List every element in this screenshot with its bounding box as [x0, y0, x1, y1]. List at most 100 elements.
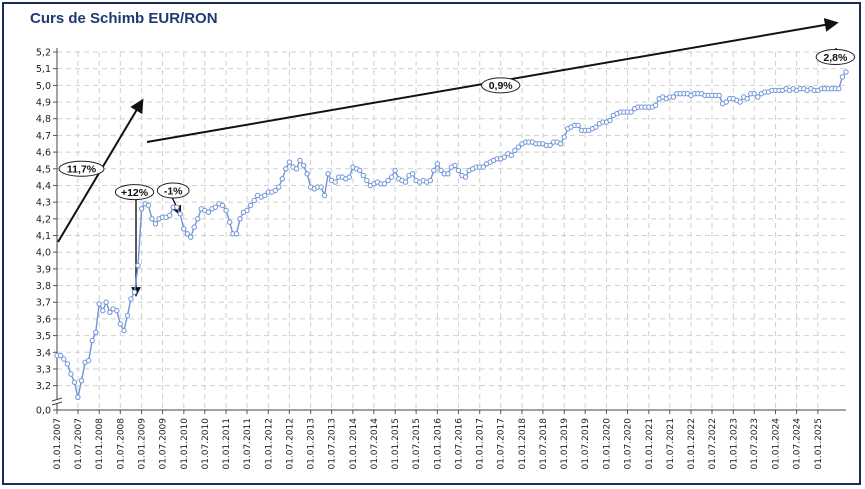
- data-point: [219, 202, 226, 209]
- x-tick-label: 01.01.2008: [95, 418, 105, 470]
- y-tick-label: 4,1: [36, 231, 51, 242]
- data-point: [57, 352, 64, 359]
- data-point: [117, 321, 124, 327]
- data-point: [321, 192, 328, 199]
- x-tick-label: 01.01.2016: [433, 418, 443, 470]
- annotation-label: +12%: [121, 187, 149, 199]
- y-tick-label: 5,1: [36, 64, 51, 75]
- data-point: [381, 181, 388, 187]
- data-point: [836, 86, 842, 92]
- data-point: [237, 216, 243, 222]
- y-tick-label: 5,0: [36, 81, 51, 92]
- data-point: [100, 307, 106, 314]
- x-tick-label: 01.07.2011: [243, 418, 253, 470]
- data-point: [167, 212, 173, 219]
- data-point: [402, 179, 409, 185]
- data-point: [628, 109, 634, 115]
- x-tick-label: 01.01.2013: [307, 418, 317, 470]
- data-point: [78, 378, 85, 384]
- data-point: [121, 327, 127, 334]
- data-point: [744, 96, 750, 102]
- y-tick-label: 3,2: [36, 381, 51, 392]
- y-tick-label: 4,9: [36, 98, 51, 109]
- data-point: [392, 167, 398, 174]
- data-point: [131, 289, 138, 295]
- y-tick-label: 4,2: [36, 214, 51, 225]
- y-tick-label: 4,0: [36, 248, 51, 259]
- x-tick-label: 01.01.2009: [138, 418, 148, 470]
- data-point: [64, 361, 71, 367]
- data-point: [103, 299, 109, 305]
- data-point: [304, 171, 310, 177]
- data-point: [177, 211, 183, 217]
- x-tick-label: 01.07.2016: [454, 418, 464, 470]
- data-point: [223, 207, 229, 214]
- data-point: [89, 337, 95, 344]
- data-point: [409, 171, 416, 177]
- data-point: [325, 171, 331, 177]
- data-point: [276, 184, 282, 190]
- x-tick-label: 01.01.2019: [560, 418, 570, 470]
- y-tick-label: 4,7: [36, 131, 51, 142]
- data-point: [272, 187, 278, 194]
- data-point: [737, 99, 743, 105]
- data-point: [195, 216, 201, 222]
- data-point: [427, 177, 433, 184]
- x-tick-label: 01.01.2015: [391, 418, 401, 470]
- y-tick-label: 0,0: [36, 406, 51, 417]
- data-point: [205, 209, 212, 215]
- data-point: [843, 69, 849, 75]
- data-point: [212, 204, 219, 210]
- annotation-bubble: -1%: [156, 182, 190, 199]
- data-point: [508, 152, 514, 159]
- data-point: [135, 262, 141, 269]
- x-tick-label: 01.07.2017: [497, 418, 507, 470]
- data-point: [188, 234, 194, 240]
- data-point: [138, 206, 145, 212]
- data-point: [149, 216, 155, 222]
- y-tick-label: 4,3: [36, 198, 51, 209]
- x-tick-label: 01.01.2017: [476, 418, 486, 470]
- data-point: [346, 174, 352, 180]
- data-point: [501, 154, 507, 160]
- x-tick-label: 01.07.2009: [159, 418, 169, 470]
- x-tick-label: 01.01.2018: [518, 418, 528, 470]
- data-point: [332, 179, 338, 185]
- data-point: [607, 117, 613, 124]
- x-tick-label: 01.07.2019: [581, 418, 591, 470]
- y-tick-label: 3,4: [36, 348, 51, 359]
- data-point: [716, 92, 722, 99]
- data-point: [191, 224, 197, 230]
- chart-title: Curs de Schimb EUR/RON: [30, 10, 218, 27]
- data-point: [145, 202, 152, 209]
- data-point: [452, 162, 458, 169]
- data-point: [300, 162, 307, 169]
- data-point: [480, 164, 486, 170]
- x-tick-label: 01.07.2010: [201, 418, 211, 470]
- annotation-label: 2,8%: [823, 52, 848, 64]
- annotation-bubble: 2,8%: [815, 49, 856, 66]
- x-tick-label: 01.07.2023: [750, 418, 760, 470]
- data-point: [128, 296, 134, 302]
- data-point: [75, 394, 81, 400]
- x-tick-label: 01.01.2011: [222, 418, 232, 470]
- data-point: [547, 142, 553, 149]
- data-point: [318, 184, 324, 190]
- x-tick-label: 01.01.2024: [772, 418, 782, 470]
- data-point: [431, 167, 437, 174]
- data-point: [388, 174, 395, 180]
- annotation-bubble: +12%: [114, 184, 155, 201]
- data-point: [262, 192, 268, 199]
- data-point: [93, 329, 99, 335]
- axis-break-mark: [51, 397, 63, 402]
- data-point: [286, 159, 293, 165]
- data-point: [751, 91, 757, 97]
- x-tick-label: 01.07.2018: [539, 418, 549, 470]
- data-point: [357, 167, 363, 174]
- data-point: [244, 207, 250, 214]
- data-point: [227, 219, 233, 225]
- data-point: [445, 171, 451, 177]
- annotation-label: -1%: [164, 185, 183, 197]
- axes: [51, 48, 846, 414]
